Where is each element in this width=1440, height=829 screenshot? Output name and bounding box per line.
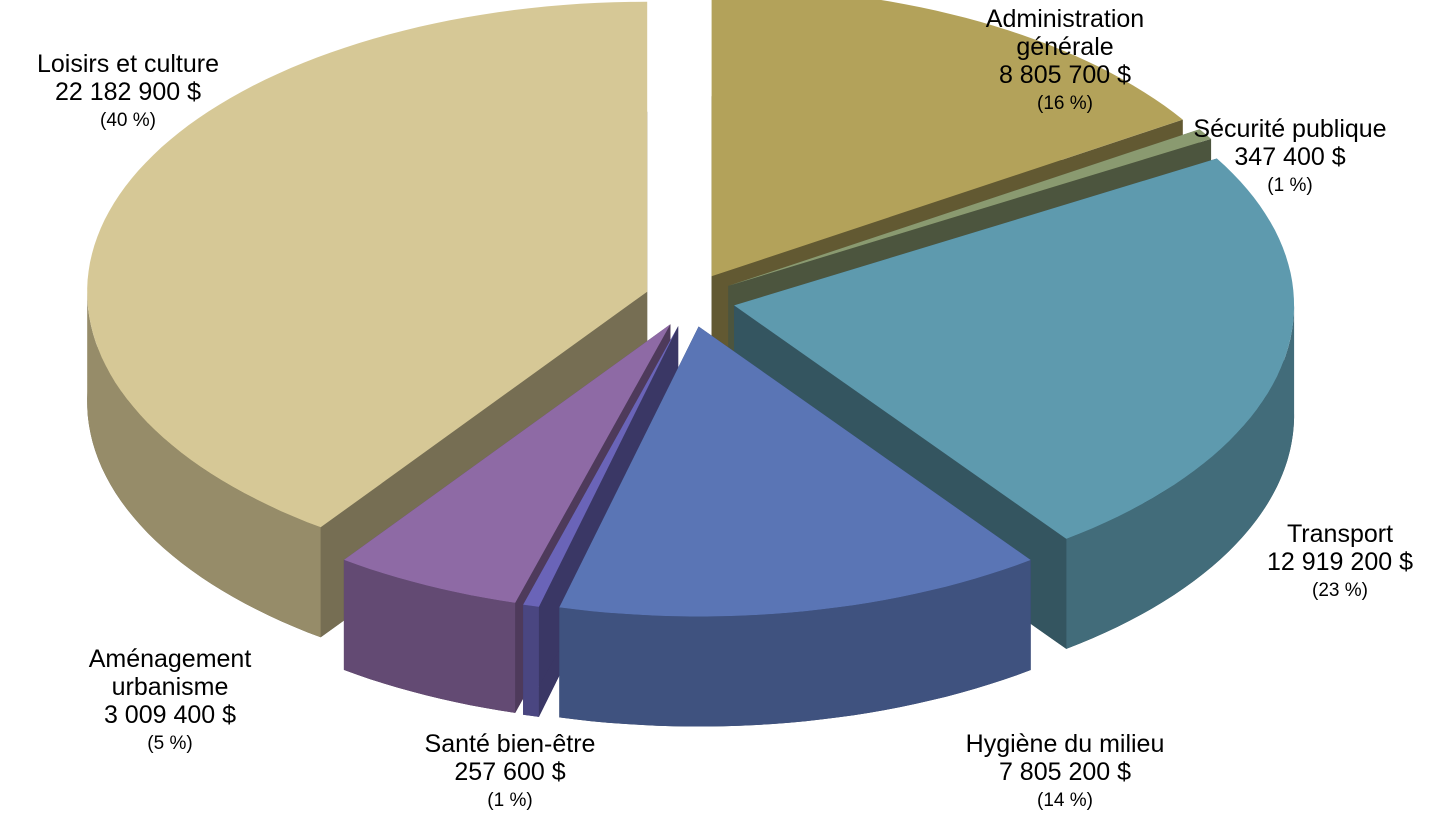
percent-label: (1 %)	[487, 790, 533, 811]
slice-label: Santé bien-être 257 600 $ (1 %)	[380, 730, 640, 816]
category-label: Hygiène du milieu	[965, 730, 1165, 758]
value-label: 22 182 900 $	[55, 78, 201, 106]
value-label: 257 600 $	[454, 758, 566, 786]
slice-wall	[523, 604, 539, 717]
category-label: Transport	[1286, 520, 1394, 548]
slice-top	[343, 324, 671, 603]
slice-label: Administration générale 8 805 700 $ (16 %)	[950, 5, 1180, 119]
value-label: 7 805 200 $	[998, 758, 1132, 786]
percent-label: (40 %)	[100, 110, 156, 131]
category-label: Administration générale	[985, 5, 1145, 61]
slice-top	[711, 0, 1183, 277]
slice-top	[734, 158, 1295, 539]
slice-wall	[559, 560, 1031, 727]
percent-label: (16 %)	[1037, 93, 1093, 114]
percent-label: (1 %)	[1267, 175, 1313, 196]
slice-label: Loisirs et culture 22 182 900 $ (40 %)	[0, 50, 278, 136]
category-label: Sécurité publique	[1193, 115, 1387, 143]
value-label: 347 400 $	[1234, 143, 1346, 171]
slice-top	[559, 326, 1031, 617]
slice-label: Aménagement urbanisme 3 009 400 $ (5 %)	[60, 645, 280, 759]
slice-label: Sécurité publique 347 400 $ (1 %)	[1130, 115, 1440, 201]
percent-label: (14 %)	[1037, 790, 1093, 811]
category-label: Santé bien-être	[424, 730, 596, 758]
category-label: Aménagement urbanisme	[88, 645, 252, 701]
value-label: 12 919 200 $	[1267, 548, 1413, 576]
slice-label: Transport 12 919 200 $ (23 %)	[1210, 520, 1440, 606]
slice-wall	[1066, 305, 1295, 649]
pie-slice	[559, 326, 1031, 727]
slice-label: Hygiène du milieu 7 805 200 $ (14 %)	[905, 730, 1225, 816]
slice-wall	[343, 559, 516, 713]
slice-top	[728, 129, 1212, 286]
percent-label: (5 %)	[147, 733, 193, 754]
category-label: Loisirs et culture	[36, 50, 220, 78]
value-label: 8 805 700 $	[998, 61, 1132, 89]
slice-top	[87, 1, 648, 528]
percent-label: (23 %)	[1312, 580, 1368, 601]
value-label: 3 009 400 $	[103, 701, 237, 729]
slice-wall	[87, 291, 321, 638]
slice-top	[523, 326, 679, 607]
